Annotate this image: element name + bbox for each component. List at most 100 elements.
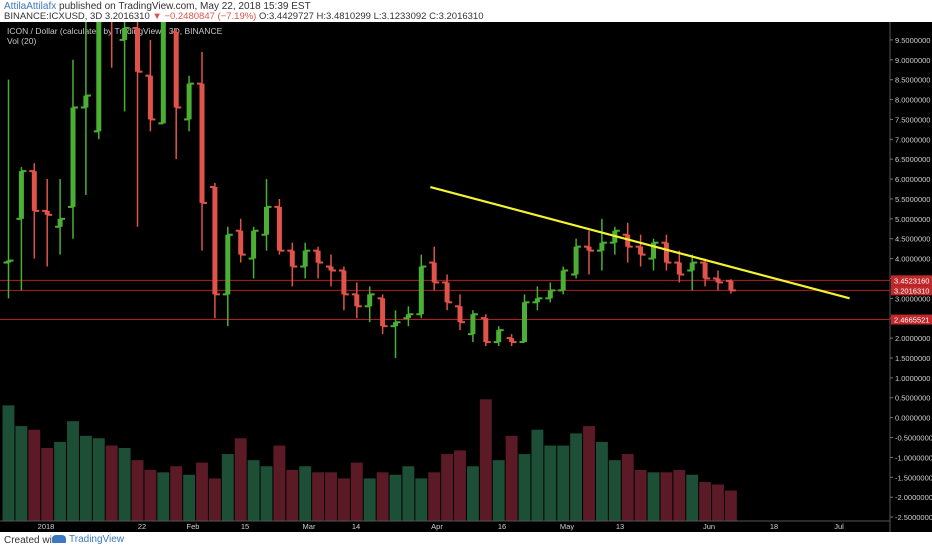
chart-background xyxy=(0,22,932,532)
bar-body xyxy=(509,338,515,343)
volume-bar xyxy=(557,445,570,521)
bar-body xyxy=(470,314,476,335)
tradingview-link[interactable]: TradingView xyxy=(52,534,124,545)
ohlc-bar xyxy=(261,179,272,251)
bar-body xyxy=(44,210,50,215)
ohlc-bar xyxy=(42,179,53,267)
ohlc-bar xyxy=(506,334,517,347)
bar-body xyxy=(57,218,63,227)
bar-body xyxy=(122,27,128,40)
ohlc-bar xyxy=(403,306,414,327)
time-tick-label: Jul xyxy=(834,522,844,531)
volume-bar xyxy=(389,474,402,521)
price-tick-label: 2.0000000 xyxy=(895,334,930,343)
volume-bar xyxy=(196,462,208,521)
trendline xyxy=(430,185,850,300)
bar-body xyxy=(457,306,463,323)
trendline-group[interactable] xyxy=(430,185,850,300)
ohlc-bar xyxy=(700,258,711,287)
bar-body xyxy=(380,298,386,327)
bar-body xyxy=(534,298,540,303)
price-tick-label: 9.5000000 xyxy=(895,36,930,45)
volume-bars xyxy=(2,399,737,521)
ohlc-bar xyxy=(648,238,659,271)
header: AttilaAttilafx published on TradingView.… xyxy=(0,0,932,22)
volume-bar xyxy=(479,399,492,521)
bar-body xyxy=(251,230,257,259)
ohlc-bar xyxy=(119,22,130,112)
price-label-text: 2.4665521 xyxy=(894,316,929,325)
ohlc-bar xyxy=(364,286,375,323)
price-tick-label: 6.5000000 xyxy=(895,155,930,164)
ohlc-bar xyxy=(158,22,166,125)
ohlc-bar xyxy=(545,282,556,303)
volume-bar xyxy=(28,429,41,521)
volume-bar xyxy=(505,435,518,521)
ohlc-text: O:3.4429727 H:3.4810299 L:3.1233092 C:3.… xyxy=(258,11,484,22)
created-with-text: Created with xyxy=(4,535,61,546)
ohlc-bar xyxy=(493,326,504,347)
ohlc-bar xyxy=(442,274,453,311)
price-tick-label: 8.0000000 xyxy=(895,96,930,105)
ohlc-bar xyxy=(596,218,607,271)
bar-body xyxy=(599,242,605,251)
price-tick-label: 1.5000000 xyxy=(895,354,930,363)
bar-body xyxy=(405,314,411,319)
ohlc-bar xyxy=(93,22,102,140)
volume-bar xyxy=(466,466,479,521)
ohlc-bar xyxy=(377,294,388,335)
price-tick-label: 9.0000000 xyxy=(895,56,930,65)
publish-line: AttilaAttilafx published on TradingView.… xyxy=(4,1,311,12)
time-tick-label: 2018 xyxy=(38,522,55,531)
time-tick-label: 22 xyxy=(138,522,146,531)
ohlc-bar xyxy=(338,266,349,311)
time-tick-label: Apr xyxy=(431,522,443,531)
bar-body xyxy=(367,294,373,307)
bar-body xyxy=(341,270,347,295)
volume-bar xyxy=(131,460,144,521)
volume-bar xyxy=(260,466,273,521)
volume-bar xyxy=(92,438,105,521)
ohlc-bar xyxy=(674,250,685,283)
volume-bar xyxy=(724,490,737,521)
price-tick-label: -1.0000000 xyxy=(895,453,932,462)
ohlc-bar xyxy=(390,310,401,358)
volume-bar xyxy=(105,445,118,521)
price-label-box xyxy=(891,314,932,325)
volume-bar xyxy=(441,454,454,521)
ohlc-bar xyxy=(725,279,736,294)
volume-bar xyxy=(15,426,28,521)
ohlc-bar xyxy=(274,198,285,255)
ohlc-bar xyxy=(467,310,478,343)
bar-body xyxy=(302,250,308,267)
ohlc-bar xyxy=(313,246,324,279)
volume-bar xyxy=(221,454,234,521)
volume-bar xyxy=(41,447,54,521)
bar-body xyxy=(547,290,553,299)
bar-body xyxy=(238,230,244,255)
price-label-text: 3.2016310 xyxy=(894,286,929,295)
volume-bar xyxy=(67,421,79,521)
volume-bar xyxy=(299,466,312,521)
ohlc-bar xyxy=(455,294,465,331)
price-tick-label: -2.0000000 xyxy=(895,493,932,502)
bar-body xyxy=(586,246,592,251)
bar-body xyxy=(483,318,489,343)
bar-body xyxy=(328,266,334,271)
price-tick-label: 8.5000000 xyxy=(895,76,930,85)
price-tick-label: 7.5000000 xyxy=(895,115,930,124)
ohlc-bar xyxy=(713,270,723,291)
bar-body xyxy=(444,282,450,303)
price-tick-label: 4.0000000 xyxy=(895,255,930,264)
volume-bar xyxy=(570,433,583,521)
ohlc-bar xyxy=(351,282,362,319)
author-link[interactable]: AttilaAttilafx xyxy=(4,1,57,12)
time-tick-label: Mar xyxy=(303,522,316,531)
ohlc-bar xyxy=(29,163,40,259)
volume-bar xyxy=(312,472,325,521)
ohlc-bar xyxy=(184,75,195,132)
bar-body xyxy=(70,107,76,207)
time-tick-label: 14 xyxy=(352,522,360,531)
price-chart[interactable]: ICON / Dollar (calculated by TradingView… xyxy=(0,22,932,532)
volume-bar xyxy=(208,478,221,521)
